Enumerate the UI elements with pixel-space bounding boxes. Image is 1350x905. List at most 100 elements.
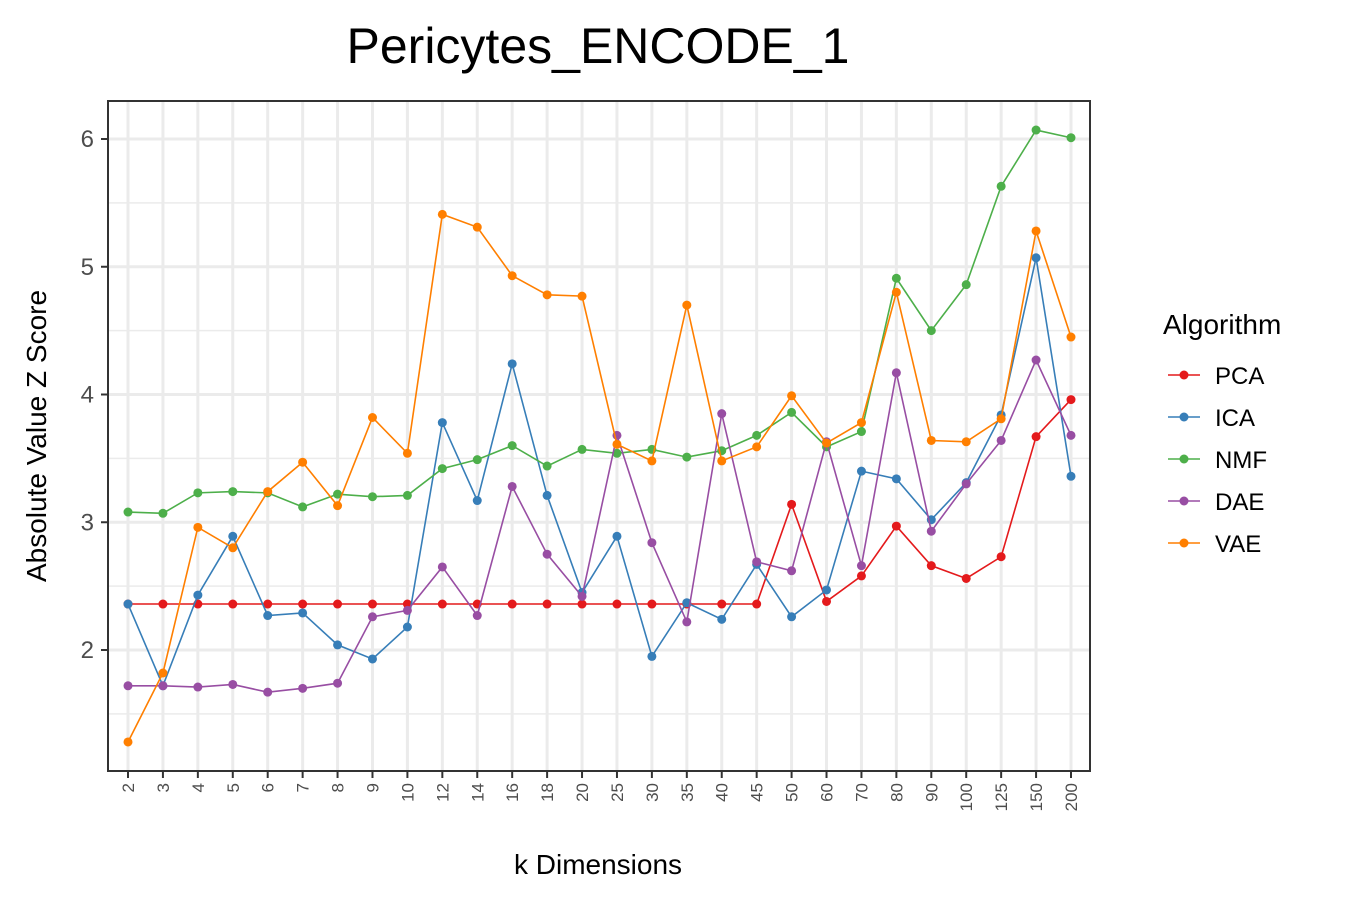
data-point-dae bbox=[402, 605, 412, 615]
x-tick-label: 90 bbox=[922, 783, 941, 802]
data-point-nmf bbox=[437, 464, 447, 474]
data-point-pca bbox=[228, 599, 238, 609]
data-point-ica bbox=[402, 622, 412, 632]
data-point-vae bbox=[926, 435, 936, 445]
data-point-pca bbox=[507, 599, 517, 609]
data-point-ica bbox=[193, 590, 203, 600]
legend-key-point bbox=[1179, 496, 1189, 506]
legend-label: VAE bbox=[1215, 531, 1261, 558]
series-line-ica bbox=[127, 257, 1072, 688]
grid bbox=[108, 101, 1090, 771]
data-point-dae bbox=[367, 612, 377, 622]
data-point-vae bbox=[333, 501, 343, 511]
data-point-dae bbox=[158, 681, 168, 691]
series-line-dae bbox=[128, 358, 1072, 693]
data-point-vae bbox=[961, 437, 971, 447]
data-point-dae bbox=[717, 409, 727, 419]
data-point-pca bbox=[612, 599, 622, 609]
data-point-ica bbox=[1031, 253, 1041, 263]
data-point-pca bbox=[961, 573, 971, 583]
data-point-vae bbox=[263, 487, 273, 497]
data-point-dae bbox=[542, 549, 552, 559]
data-point-dae bbox=[123, 681, 133, 691]
data-point-ica bbox=[367, 654, 377, 664]
x-tick-label: 5 bbox=[224, 783, 243, 792]
data-point-vae bbox=[298, 457, 308, 467]
legend-label: PCA bbox=[1215, 363, 1264, 390]
y-tick-label: 4 bbox=[81, 382, 94, 409]
x-tick-label: 125 bbox=[992, 783, 1011, 811]
data-point-pca bbox=[333, 599, 343, 609]
x-tick-label: 3 bbox=[154, 783, 173, 792]
data-point-ica bbox=[717, 614, 727, 624]
x-tick-label: 45 bbox=[748, 783, 767, 802]
data-point-pca bbox=[856, 571, 866, 581]
data-point-pca bbox=[542, 599, 552, 609]
legend-item-pca: PCA bbox=[1168, 363, 1264, 390]
legend-key-point bbox=[1179, 454, 1189, 464]
x-axis-label: k Dimensions bbox=[514, 849, 682, 880]
data-point-dae bbox=[193, 682, 203, 692]
data-point-dae bbox=[1031, 355, 1041, 365]
x-tick-label: 8 bbox=[329, 783, 348, 792]
legend-title: Algorithm bbox=[1163, 309, 1281, 340]
data-point-pca bbox=[891, 521, 901, 531]
legend-key-point bbox=[1179, 412, 1189, 422]
data-point-pca bbox=[158, 599, 168, 609]
data-point-nmf bbox=[542, 461, 552, 471]
data-point-ica bbox=[542, 490, 552, 500]
data-point-dae bbox=[437, 562, 447, 572]
data-point-ica bbox=[612, 531, 622, 541]
data-point-vae bbox=[437, 209, 447, 219]
data-point-ica bbox=[123, 599, 133, 609]
series-dae bbox=[123, 355, 1076, 697]
data-point-nmf bbox=[472, 455, 482, 465]
data-point-vae bbox=[787, 391, 797, 401]
x-tick-label: 14 bbox=[468, 783, 487, 802]
data-point-vae bbox=[717, 456, 727, 466]
x-tick-label: 100 bbox=[957, 783, 976, 811]
data-point-vae bbox=[402, 448, 412, 458]
data-point-pca bbox=[787, 499, 797, 509]
data-point-dae bbox=[856, 561, 866, 571]
data-point-ica bbox=[787, 612, 797, 622]
x-tick-label: 40 bbox=[713, 783, 732, 802]
data-point-pca bbox=[752, 599, 762, 609]
x-tick-label: 80 bbox=[887, 783, 906, 802]
x-tick-label: 30 bbox=[643, 783, 662, 802]
data-point-vae bbox=[647, 456, 657, 466]
data-point-ica bbox=[228, 531, 238, 541]
data-point-dae bbox=[472, 611, 482, 621]
data-point-nmf bbox=[682, 452, 692, 462]
data-point-nmf bbox=[193, 488, 203, 498]
data-point-nmf bbox=[612, 448, 622, 458]
data-point-dae bbox=[682, 617, 692, 627]
y-axis-label: Absolute Value Z Score bbox=[21, 290, 52, 582]
data-point-nmf bbox=[228, 487, 238, 497]
legend-label: ICA bbox=[1215, 405, 1255, 432]
data-point-vae bbox=[856, 418, 866, 428]
x-tick-label: 2 bbox=[119, 783, 138, 792]
data-point-ica bbox=[472, 496, 482, 506]
data-point-dae bbox=[1066, 430, 1076, 440]
data-point-pca bbox=[402, 599, 412, 609]
data-point-vae bbox=[367, 412, 377, 422]
data-point-ica bbox=[822, 585, 832, 595]
data-point-ica bbox=[437, 418, 447, 428]
data-point-dae bbox=[263, 687, 273, 697]
series-line-nmf bbox=[127, 129, 1072, 515]
data-point-vae bbox=[996, 414, 1006, 424]
data-point-pca bbox=[263, 599, 273, 609]
x-tick-label: 7 bbox=[294, 783, 313, 792]
x-tick-label: 50 bbox=[783, 783, 802, 802]
data-point-ica bbox=[647, 651, 657, 661]
data-point-nmf bbox=[752, 430, 762, 440]
data-point-nmf bbox=[856, 427, 866, 437]
data-point-dae bbox=[333, 678, 343, 688]
data-point-vae bbox=[123, 737, 133, 747]
data-point-vae bbox=[507, 271, 517, 281]
data-point-ica bbox=[856, 466, 866, 476]
data-point-pca bbox=[822, 596, 832, 606]
